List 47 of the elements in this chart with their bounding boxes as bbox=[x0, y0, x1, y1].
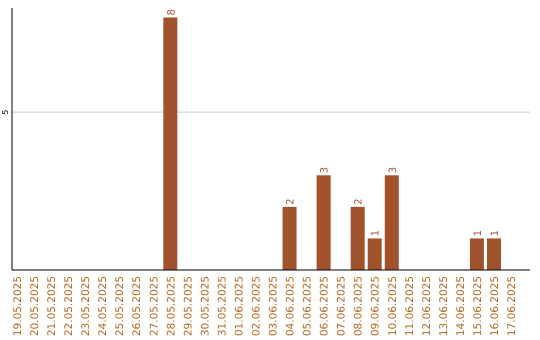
x-tick-label: 14.06.2025 bbox=[454, 276, 467, 336]
x-tick-label: 21.05.2025 bbox=[46, 276, 58, 336]
bar bbox=[282, 206, 297, 270]
x-tick-label: 23.05.2025 bbox=[80, 276, 92, 336]
data-label: 3 bbox=[388, 166, 399, 174]
x-tick-label: 22.05.2025 bbox=[63, 276, 76, 336]
x-tick-label: 17.06.2025 bbox=[506, 276, 518, 336]
data-label: 1 bbox=[490, 230, 501, 236]
y-tick-label: 5 bbox=[1, 110, 10, 115]
bar bbox=[350, 206, 365, 270]
x-tick-label: 16.06.2025 bbox=[488, 276, 501, 336]
x-tick-label: 30.05.2025 bbox=[199, 276, 212, 336]
x-tick-label: 05.06.2025 bbox=[302, 276, 314, 336]
x-tick-label: 13.06.2025 bbox=[438, 276, 450, 336]
data-label: 3 bbox=[320, 166, 331, 174]
data-label: 2 bbox=[286, 198, 297, 205]
bar bbox=[384, 175, 399, 270]
x-tick-label: 19.05.2025 bbox=[12, 276, 24, 336]
bar bbox=[163, 17, 178, 270]
x-tick-label: 24.05.2025 bbox=[97, 276, 110, 336]
x-tick-label: 03.06.2025 bbox=[268, 276, 280, 336]
data-label: 8 bbox=[166, 9, 178, 16]
x-tick-label: 07.06.2025 bbox=[336, 276, 348, 336]
x-tick-label: 06.06.2025 bbox=[318, 276, 331, 336]
bar bbox=[470, 238, 484, 270]
data-label: 1 bbox=[370, 230, 382, 236]
x-tick-label: 25.05.2025 bbox=[114, 276, 126, 336]
bar bbox=[486, 238, 501, 270]
x-tick-label: 20.05.2025 bbox=[29, 276, 42, 336]
x-tick-label: 12.06.2025 bbox=[420, 276, 433, 336]
x-tick-label: 27.05.2025 bbox=[148, 276, 160, 336]
x-tick-label: 31.05.2025 bbox=[216, 276, 228, 336]
x-tick-label: 04.06.2025 bbox=[284, 276, 297, 336]
x-tick-label: 11.06.2025 bbox=[404, 276, 416, 336]
x-tick-label: 10.06.2025 bbox=[386, 276, 399, 336]
bar bbox=[316, 175, 331, 270]
x-tick-label: 28.05.2025 bbox=[165, 276, 178, 336]
bar bbox=[368, 238, 382, 270]
x-tick-label: 09.06.2025 bbox=[370, 276, 382, 336]
x-tick-label: 02.06.2025 bbox=[250, 276, 262, 336]
x-tick-label: 01.06.2025 bbox=[233, 276, 246, 336]
x-tick-label: 26.05.2025 bbox=[131, 276, 144, 336]
data-label: 1 bbox=[472, 230, 484, 236]
x-tick-label: 15.06.2025 bbox=[472, 276, 484, 336]
x-tick-label: 08.06.2025 bbox=[352, 276, 365, 336]
data-label: 2 bbox=[354, 198, 365, 205]
x-tick-label: 29.05.2025 bbox=[182, 276, 194, 336]
